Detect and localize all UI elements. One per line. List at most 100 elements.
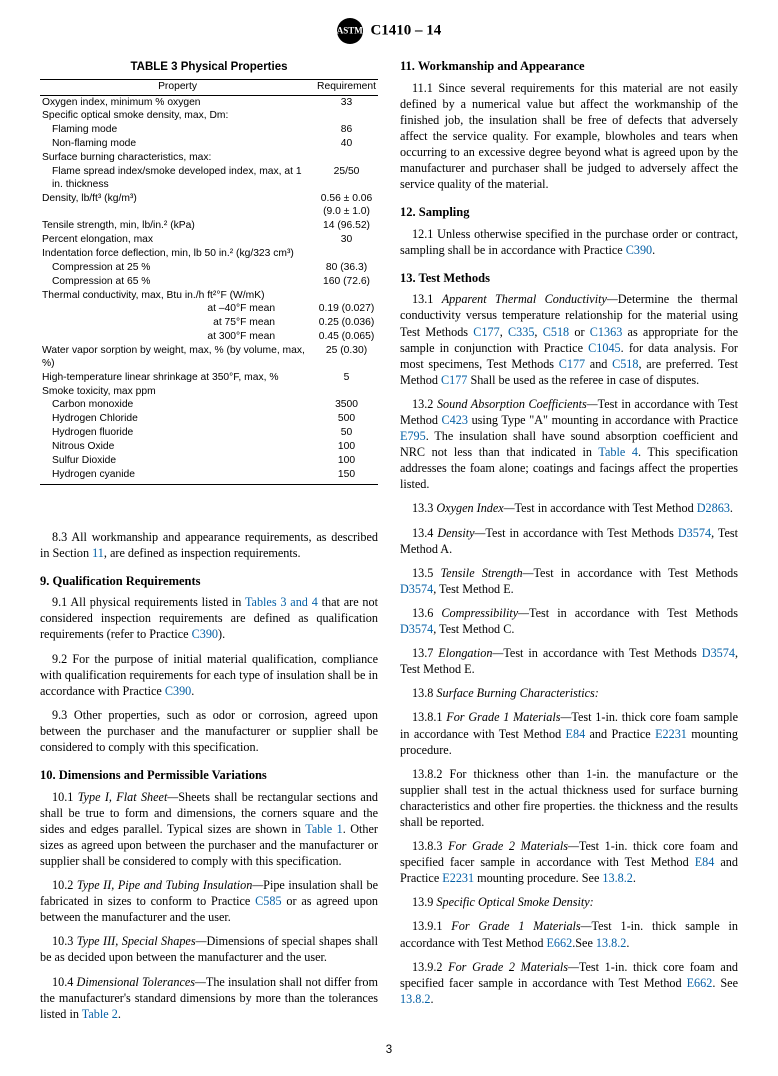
- para-13-9-2: 13.9.2 For Grade 2 Materials—Test 1-in. …: [400, 959, 738, 1007]
- table-cell: 0.25 (0.036): [315, 317, 378, 331]
- ref-tables-3-4[interactable]: Tables 3 and 4: [245, 595, 318, 609]
- table-cell: [315, 110, 378, 124]
- table-cell: Compression at 65 %: [40, 275, 315, 289]
- table-cell: 40: [315, 138, 378, 152]
- table-cell: 5: [315, 371, 378, 385]
- table3-head-prop: Property: [40, 80, 315, 96]
- table-cell: [40, 206, 315, 220]
- table-cell: Hydrogen Chloride: [40, 413, 315, 427]
- para-8-3: 8.3 All workmanship and appearance requi…: [40, 529, 378, 561]
- table-cell: Smoke toxicity, max ppm: [40, 385, 315, 399]
- para-10-3: 10.3 Type III, Special Shapes—Dimensions…: [40, 933, 378, 965]
- table-cell: Hydrogen cyanide: [40, 468, 315, 484]
- table-cell: (9.0 ± 1.0): [315, 206, 378, 220]
- para-13-9: 13.9 Specific Optical Smoke Density:: [400, 894, 738, 910]
- para-13-5: 13.5 Tensile Strength—Test in accordance…: [400, 565, 738, 597]
- para-10-4: 10.4 Dimensional Tolerances—The insulati…: [40, 974, 378, 1022]
- para-13-8-3: 13.8.3 For Grade 2 Materials—Test 1-in. …: [400, 838, 738, 886]
- table-cell: 100: [315, 441, 378, 455]
- ref-c585[interactable]: C585: [255, 894, 281, 908]
- para-13-8: 13.8 Surface Burning Characteristics:: [400, 685, 738, 701]
- heading-12: 12. Sampling: [400, 204, 738, 221]
- table-cell: at 300°F mean: [40, 331, 315, 345]
- table-cell: High-temperature linear shrinkage at 350…: [40, 371, 315, 385]
- heading-10: 10. Dimensions and Permissible Variation…: [40, 767, 378, 784]
- para-13-8-2: 13.8.2 For thickness other than 1-in. th…: [400, 766, 738, 830]
- ref-section-11[interactable]: 11: [92, 546, 104, 560]
- table-cell: Nitrous Oxide: [40, 441, 315, 455]
- heading-13: 13. Test Methods: [400, 270, 738, 287]
- ref-table-2[interactable]: Table 2: [82, 1007, 118, 1021]
- two-column-layout: TABLE 3 Physical Properties Property Req…: [40, 58, 738, 1030]
- table-cell: 0.45 (0.065): [315, 331, 378, 345]
- para-13-7: 13.7 Elongation—Test in accordance with …: [400, 645, 738, 677]
- para-9-2: 9.2 For the purpose of initial material …: [40, 651, 378, 699]
- para-13-6: 13.6 Compressibility—Test in accordance …: [400, 605, 738, 637]
- table-cell: 150: [315, 468, 378, 484]
- left-column: TABLE 3 Physical Properties Property Req…: [40, 58, 378, 1030]
- para-9-3: 9.3 Other properties, such as odor or co…: [40, 707, 378, 755]
- table-cell: 33: [315, 96, 378, 110]
- heading-9: 9. Qualification Requirements: [40, 573, 378, 590]
- table-cell: Compression at 25 %: [40, 261, 315, 275]
- para-13-2: 13.2 Sound Absorption Coefficients—Test …: [400, 396, 738, 493]
- table-cell: Hydrogen fluoride: [40, 427, 315, 441]
- heading-11: 11. Workmanship and Appearance: [400, 58, 738, 75]
- table-cell: 25/50: [315, 165, 378, 192]
- para-9-1: 9.1 All physical requirements listed in …: [40, 594, 378, 642]
- table-cell: Oxygen index, minimum % oxygen: [40, 96, 315, 110]
- table-cell: Water vapor sorption by weight, max, % (…: [40, 345, 315, 372]
- table-cell: 25 (0.30): [315, 345, 378, 372]
- table-cell: [315, 385, 378, 399]
- table-cell: 86: [315, 124, 378, 138]
- table-cell: 80 (36.3): [315, 261, 378, 275]
- table-cell: Indentation force deflection, min, lb 50…: [40, 247, 315, 261]
- para-13-8-1: 13.8.1 For Grade 1 Materials—Test 1-in. …: [400, 709, 738, 757]
- table-cell: 50: [315, 427, 378, 441]
- table3-title: TABLE 3 Physical Properties: [40, 60, 378, 75]
- table-cell: Flaming mode: [40, 124, 315, 138]
- ref-c390-c[interactable]: C390: [626, 243, 652, 257]
- table-cell: 100: [315, 454, 378, 468]
- table-cell: Carbon monoxide: [40, 399, 315, 413]
- table-cell: Density, lb/ft³ (kg/m³): [40, 192, 315, 206]
- table-cell: Tensile strength, min, lb/in.² (kPa): [40, 220, 315, 234]
- right-column: 11. Workmanship and Appearance 11.1 Sinc…: [400, 58, 738, 1030]
- designation: C1410 – 14: [370, 22, 441, 38]
- table-cell: 0.56 ± 0.06: [315, 192, 378, 206]
- para-13-4: 13.4 Density—Test in accordance with Tes…: [400, 525, 738, 557]
- table-cell: 3500: [315, 399, 378, 413]
- doc-header: ASTM C1410 – 14: [40, 18, 738, 44]
- para-13-3: 13.3 Oxygen Index—Test in accordance wit…: [400, 500, 738, 516]
- table3: Property Requirement Oxygen index, minim…: [40, 79, 378, 484]
- para-13-1: 13.1 Apparent Thermal Conductivity—Deter…: [400, 291, 738, 388]
- ref-table-1[interactable]: Table 1: [305, 822, 342, 836]
- table-cell: Sulfur Dioxide: [40, 454, 315, 468]
- para-12-1: 12.1 Unless otherwise specified in the p…: [400, 226, 738, 258]
- para-11-1: 11.1 Since several requirements for this…: [400, 80, 738, 193]
- table-cell: Specific optical smoke density, max, Dm:: [40, 110, 315, 124]
- table-cell: at 75°F mean: [40, 317, 315, 331]
- table-cell: Flame spread index/smoke developed index…: [40, 165, 315, 192]
- table-cell: [315, 247, 378, 261]
- table-cell: [315, 289, 378, 303]
- table-cell: Surface burning characteristics, max:: [40, 151, 315, 165]
- table3-head-req: Requirement: [315, 80, 378, 96]
- para-13-9-1: 13.9.1 For Grade 1 Materials—Test 1-in. …: [400, 918, 738, 950]
- table-cell: [315, 151, 378, 165]
- page: ASTM C1410 – 14 TABLE 3 Physical Propert…: [0, 0, 778, 1076]
- para-10-1: 10.1 Type I, Flat Sheet—Sheets shall be …: [40, 789, 378, 869]
- ref-c390-b[interactable]: C390: [165, 684, 191, 698]
- table-cell: 160 (72.6): [315, 275, 378, 289]
- ref-c390[interactable]: C390: [192, 627, 218, 641]
- table-cell: 0.19 (0.027): [315, 303, 378, 317]
- table-cell: Non-flaming mode: [40, 138, 315, 152]
- table-cell: 14 (96.52): [315, 220, 378, 234]
- table-cell: at –40°F mean: [40, 303, 315, 317]
- page-number: 3: [40, 1044, 738, 1056]
- table-cell: 500: [315, 413, 378, 427]
- astm-logo-icon: ASTM: [337, 18, 363, 44]
- table-cell: 30: [315, 234, 378, 248]
- table-cell: Percent elongation, max: [40, 234, 315, 248]
- table-cell: Thermal conductivity, max, Btu in./h ft²…: [40, 289, 315, 303]
